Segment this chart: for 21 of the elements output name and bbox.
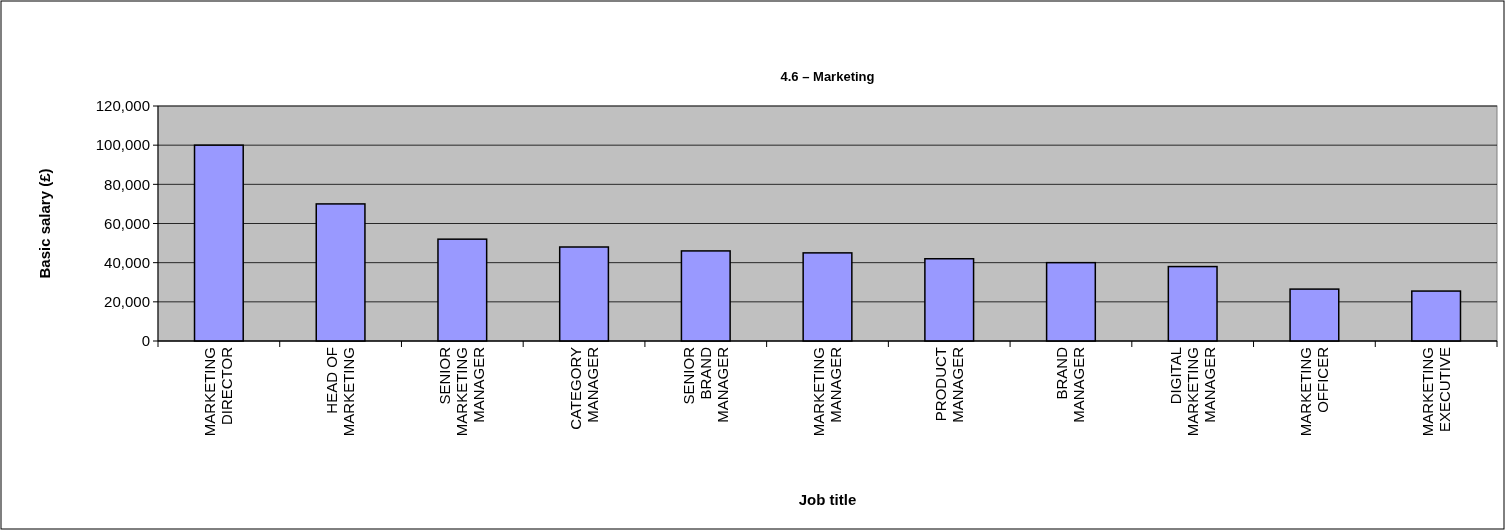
y-tick-label: 100,000 — [95, 136, 150, 154]
x-tick-label: MARKETING MANAGER — [810, 346, 844, 437]
y-axis-title: Basic salary (£) — [36, 168, 53, 279]
y-tick-label: 80,000 — [104, 175, 150, 193]
x-tick-label: SENIOR BRAND MANAGER — [679, 346, 731, 423]
y-tick-label: 120,000 — [95, 97, 150, 115]
y-tick-label: 40,000 — [104, 253, 150, 271]
y-tick-label: 0 — [141, 332, 150, 350]
x-tick-label: DIGITAL MARKETING MANAGER — [1166, 346, 1218, 437]
x-tick-label: MARKETING EXECUTIVE — [1418, 347, 1453, 437]
x-tick-label: BRAND MANAGER — [1053, 346, 1088, 423]
x-tick-label: HEAD OF MARKETING — [323, 347, 358, 437]
x-tick-label: CATEGORY MANAGER — [566, 346, 601, 430]
x-tick-label: SENIOR MARKETING MANAGER — [436, 346, 488, 437]
y-tick-label: 60,000 — [104, 214, 150, 232]
y-tick-label: 20,000 — [104, 293, 150, 311]
x-tick-label: MARKETING DIRECTOR — [201, 346, 236, 437]
x-tick-label: MARKETING OFFICER — [1296, 346, 1331, 437]
x-axis-title: Job title — [798, 491, 857, 508]
chart-title: 4.6 – Marketing — [780, 69, 875, 84]
x-tick-label: PRODUCT MANAGER — [931, 346, 966, 423]
